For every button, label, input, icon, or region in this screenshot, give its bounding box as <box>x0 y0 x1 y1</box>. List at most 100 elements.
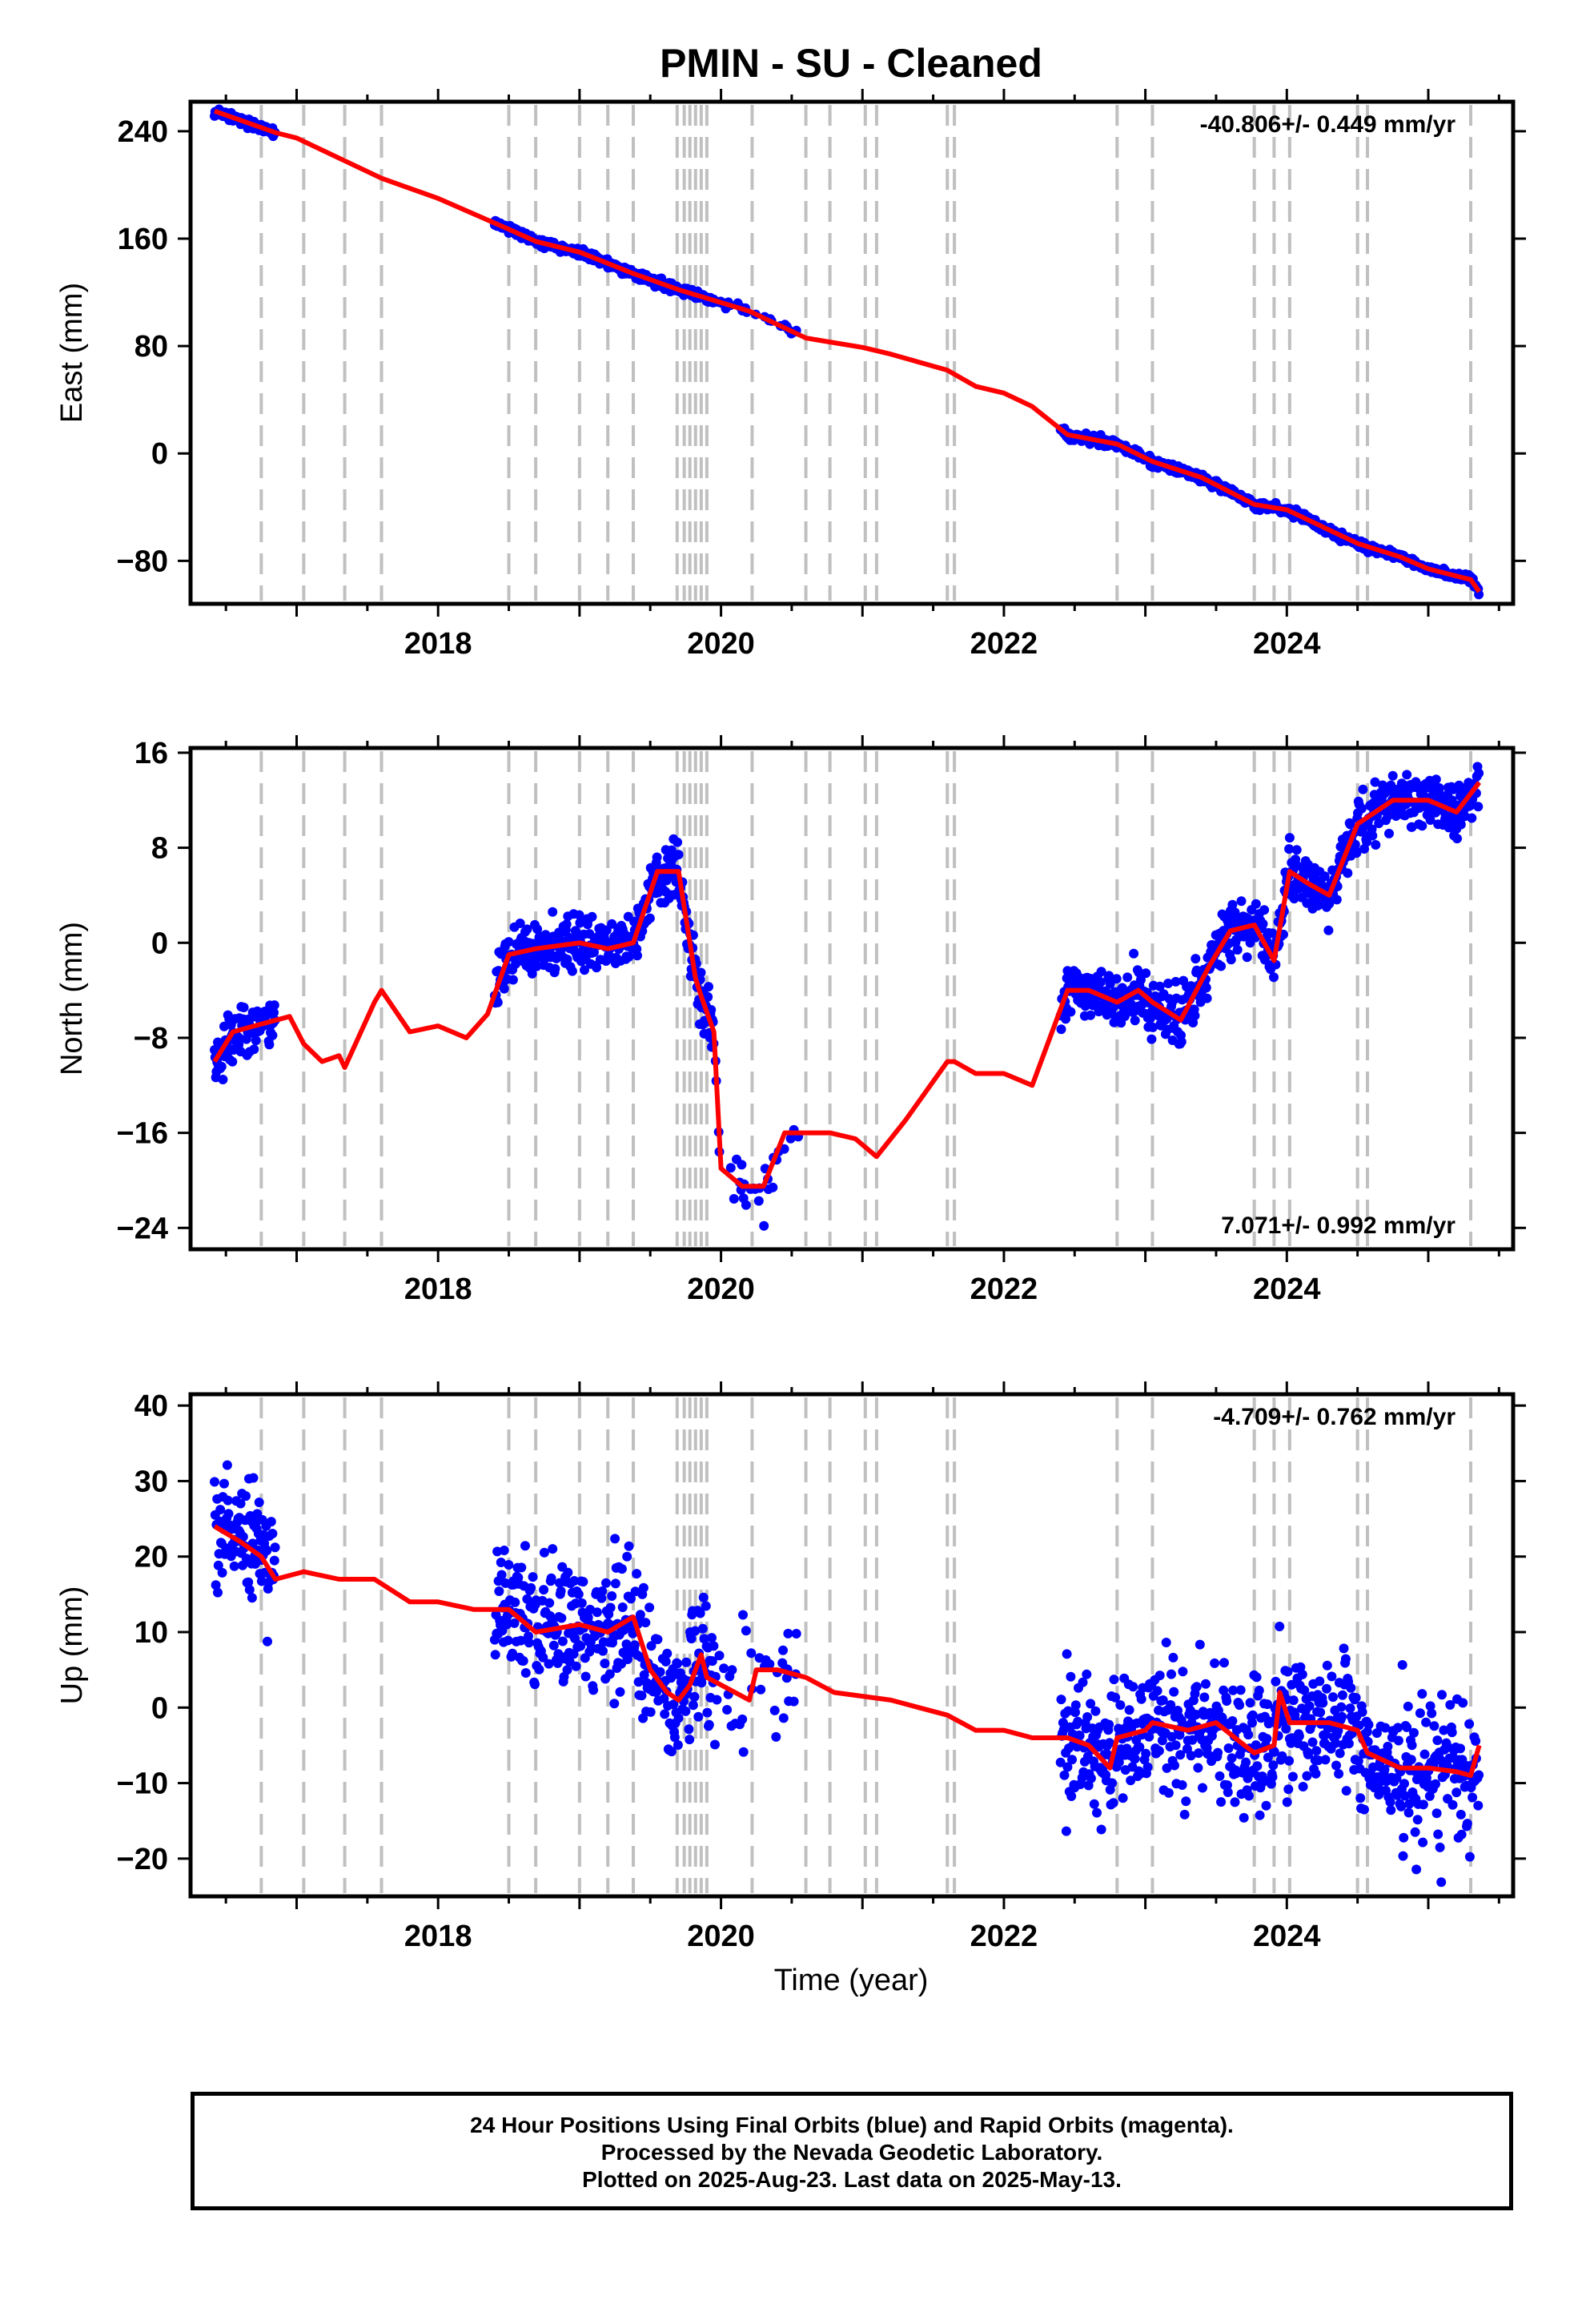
data-point <box>516 1562 527 1573</box>
data-point <box>727 1665 737 1675</box>
data-point <box>1304 1701 1315 1711</box>
data-point <box>1086 1773 1096 1783</box>
data-point <box>1417 821 1427 831</box>
data-point <box>1351 1693 1361 1703</box>
data-point <box>1115 1700 1126 1711</box>
data-point <box>1193 1763 1203 1773</box>
data-point <box>1161 1638 1171 1647</box>
data-point <box>1407 1740 1417 1751</box>
data-point <box>1228 1685 1239 1695</box>
data-point <box>263 1636 272 1647</box>
data-point <box>1385 1797 1395 1807</box>
data-point <box>563 1567 573 1578</box>
data-point <box>1474 589 1484 600</box>
data-point <box>548 1544 558 1554</box>
data-point <box>1191 954 1201 964</box>
data-point <box>1114 1757 1124 1767</box>
data-point <box>1396 1801 1407 1811</box>
data-point <box>239 1003 249 1012</box>
data-point <box>1318 1698 1328 1708</box>
data-point <box>640 1618 651 1628</box>
data-point <box>783 1628 793 1638</box>
data-point <box>1178 1667 1188 1677</box>
data-point <box>1186 1751 1196 1761</box>
data-point <box>1122 972 1133 983</box>
data-point <box>681 1706 691 1716</box>
data-point <box>1399 1832 1409 1843</box>
data-point <box>1340 1654 1351 1664</box>
data-point <box>779 1144 789 1154</box>
y-axis-label-up: Up (mm) <box>55 1586 89 1705</box>
data-point <box>1215 1771 1225 1781</box>
x-tick-label: 2018 <box>404 1273 472 1306</box>
data-point <box>660 1709 670 1719</box>
data-point <box>1056 1695 1066 1705</box>
data-point <box>1425 1701 1435 1711</box>
data-point <box>1294 1731 1304 1741</box>
data-point <box>511 959 521 969</box>
data-point <box>1066 1007 1076 1017</box>
data-point <box>1331 1738 1341 1748</box>
data-point <box>516 1635 526 1646</box>
data-point <box>1176 1036 1186 1047</box>
data-point <box>725 1163 736 1173</box>
data-point <box>1104 1719 1114 1730</box>
x-tick-label: 2024 <box>1253 1920 1321 1953</box>
data-point <box>539 1585 549 1595</box>
data-point <box>684 1724 694 1735</box>
data-point <box>1343 868 1353 879</box>
data-point <box>1257 1771 1267 1782</box>
data-point <box>1398 1851 1408 1861</box>
data-point <box>499 1546 509 1555</box>
data-point <box>669 1732 680 1743</box>
data-point <box>578 1577 588 1587</box>
data-point <box>686 1634 697 1644</box>
data-point <box>1374 1790 1384 1799</box>
data-point <box>673 837 683 847</box>
y-tick-label: 240 <box>118 115 168 149</box>
data-point <box>580 1671 591 1682</box>
data-point <box>1456 1829 1467 1839</box>
data-point <box>1166 1669 1176 1679</box>
data-point <box>1418 1837 1428 1848</box>
data-point <box>1066 1671 1076 1682</box>
data-point <box>1252 1761 1263 1771</box>
data-point <box>1287 1771 1298 1782</box>
data-point <box>1473 1800 1484 1811</box>
data-point <box>636 1691 647 1701</box>
data-point <box>249 1044 259 1055</box>
data-point <box>527 968 537 979</box>
data-point <box>244 1585 255 1595</box>
data-point <box>496 1570 507 1580</box>
data-point <box>1141 968 1151 979</box>
data-point <box>1134 967 1144 978</box>
data-point <box>1302 1771 1312 1781</box>
data-point <box>704 982 713 992</box>
data-point <box>1111 974 1122 984</box>
y-tick-label: 8 <box>151 832 168 866</box>
data-point <box>1213 1747 1223 1758</box>
data-point <box>515 919 525 928</box>
data-point <box>1254 1685 1264 1695</box>
data-point <box>1393 1723 1403 1733</box>
data-point <box>604 1669 615 1679</box>
data-point <box>1239 1812 1249 1823</box>
data-point <box>662 1648 673 1659</box>
data-point <box>1275 1622 1285 1631</box>
data-point <box>601 1578 611 1588</box>
data-point <box>1124 1705 1134 1715</box>
data-point <box>1371 840 1381 850</box>
data-point <box>1383 1741 1393 1751</box>
data-point <box>696 967 706 978</box>
data-point <box>1073 1716 1083 1727</box>
data-point <box>645 1707 656 1717</box>
data-point <box>1458 1698 1468 1708</box>
data-point <box>518 1656 528 1666</box>
data-point <box>1357 1707 1367 1717</box>
data-point <box>1154 981 1165 991</box>
data-point <box>1419 1749 1430 1759</box>
data-point <box>1337 1711 1347 1722</box>
data-point <box>1130 1015 1140 1026</box>
data-point <box>1291 845 1302 855</box>
